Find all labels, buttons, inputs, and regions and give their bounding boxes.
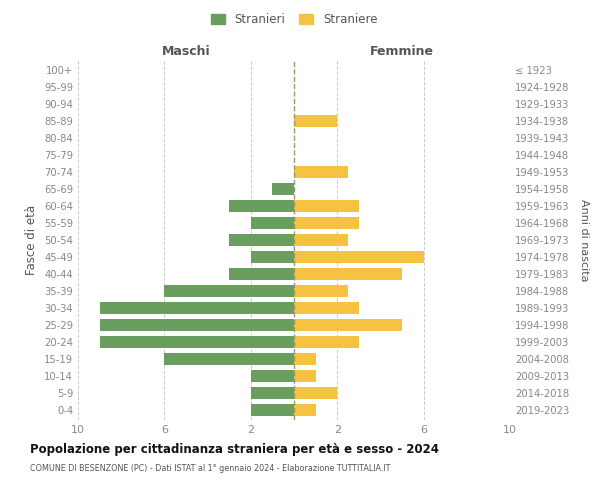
Bar [229, 200, 294, 212]
Bar [294, 370, 316, 382]
Bar [272, 183, 294, 195]
Bar [294, 115, 337, 127]
Bar [294, 217, 359, 229]
Legend: Stranieri, Straniere: Stranieri, Straniere [206, 8, 382, 31]
Y-axis label: Fasce di età: Fasce di età [25, 205, 38, 275]
Bar [164, 285, 294, 297]
Bar [294, 336, 359, 348]
Text: COMUNE DI BESENZONE (PC) - Dati ISTAT al 1° gennaio 2024 - Elaborazione TUTTITAL: COMUNE DI BESENZONE (PC) - Dati ISTAT al… [30, 464, 391, 473]
Text: Maschi: Maschi [161, 46, 211, 59]
Bar [251, 370, 294, 382]
Bar [229, 268, 294, 280]
Bar [294, 166, 348, 178]
Bar [164, 353, 294, 365]
Bar [294, 251, 424, 263]
Y-axis label: Anni di nascita: Anni di nascita [579, 198, 589, 281]
Bar [294, 234, 348, 246]
Bar [251, 386, 294, 399]
Bar [294, 200, 359, 212]
Bar [229, 234, 294, 246]
Bar [294, 386, 337, 399]
Bar [251, 217, 294, 229]
Text: Femmine: Femmine [370, 46, 434, 59]
Bar [100, 302, 294, 314]
Bar [251, 404, 294, 416]
Bar [294, 302, 359, 314]
Bar [294, 353, 316, 365]
Bar [294, 285, 348, 297]
Bar [251, 251, 294, 263]
Bar [100, 336, 294, 348]
Bar [294, 268, 402, 280]
Bar [294, 404, 316, 416]
Bar [100, 319, 294, 331]
Bar [294, 319, 402, 331]
Text: Popolazione per cittadinanza straniera per età e sesso - 2024: Popolazione per cittadinanza straniera p… [30, 442, 439, 456]
